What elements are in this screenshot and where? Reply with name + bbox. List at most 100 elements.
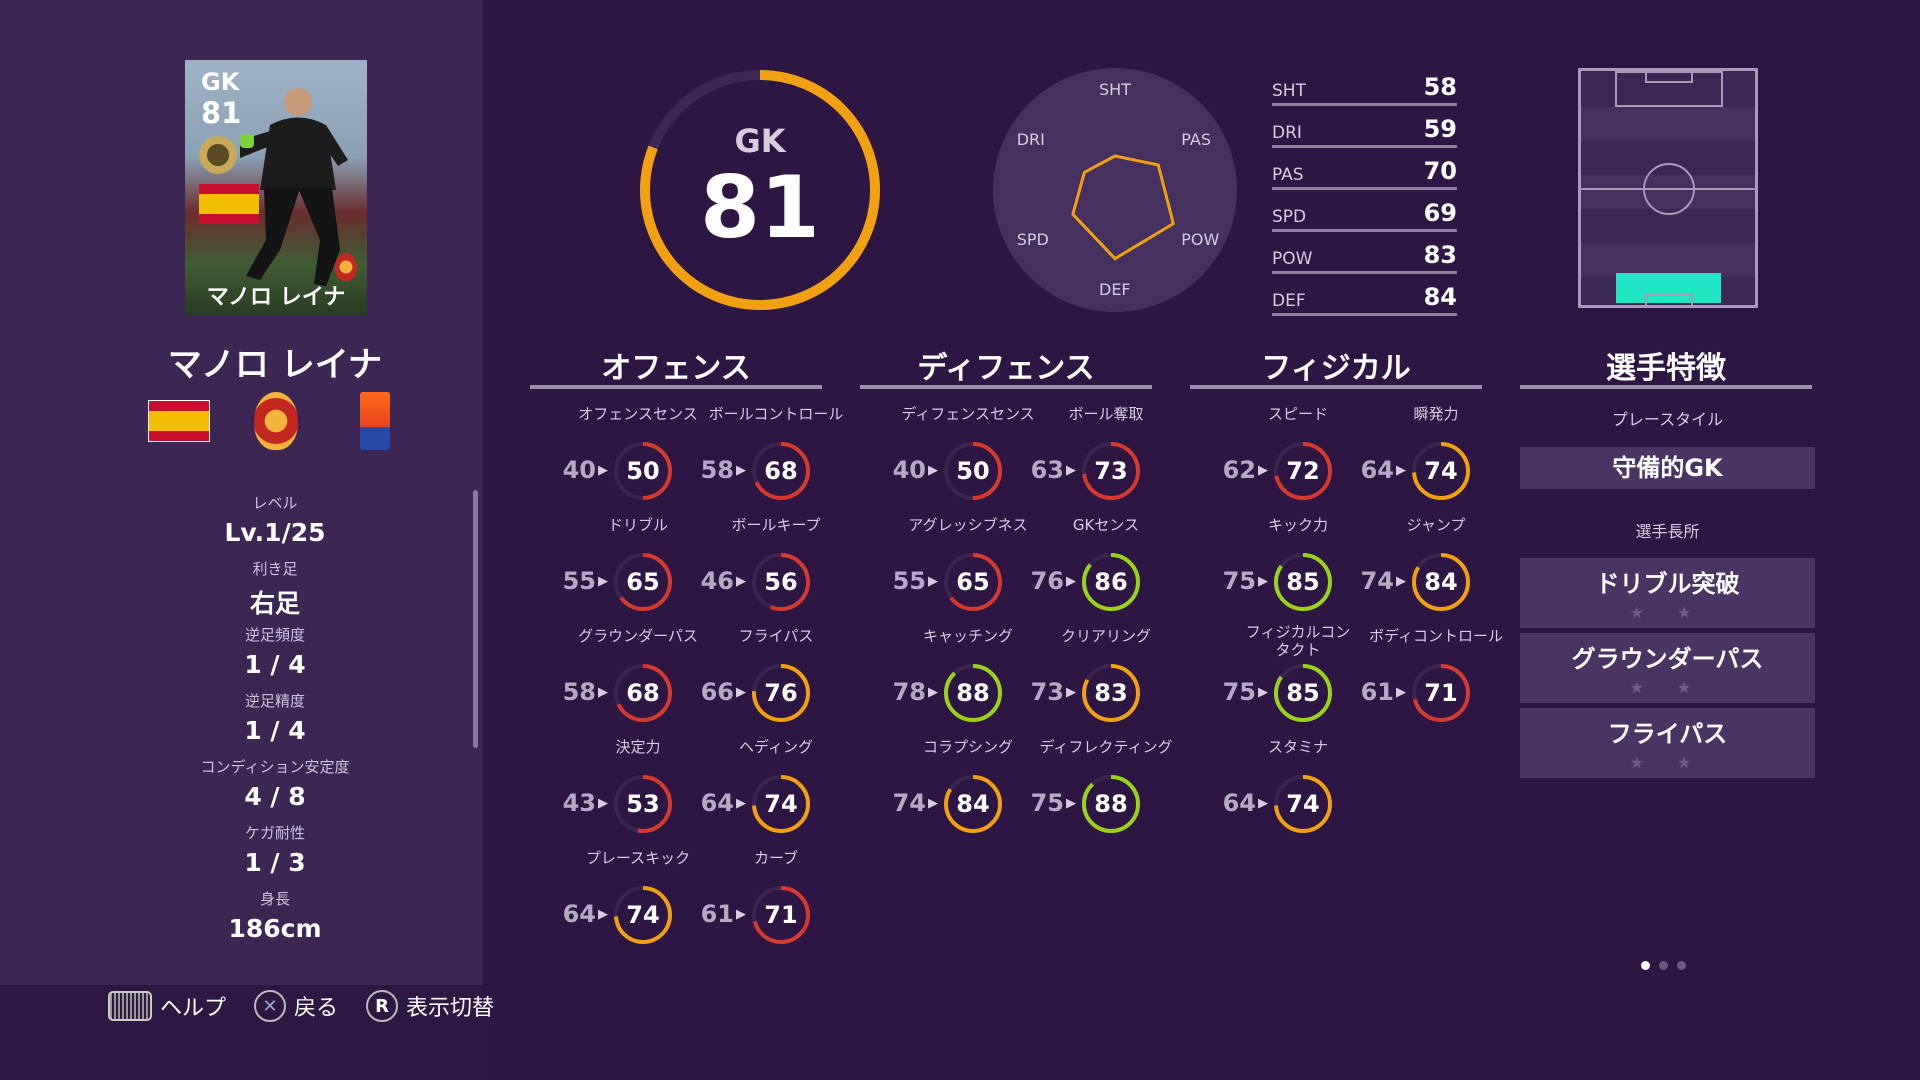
arrow-icon: ▶ (1396, 574, 1406, 589)
card-club-icon (335, 253, 357, 281)
page-indicator[interactable] (1641, 961, 1686, 970)
arrow-icon: ▶ (736, 907, 746, 922)
profile-label: 利き足 (252, 560, 298, 578)
player-skill-item: グラウンダーパス ★ ★ (1520, 633, 1815, 703)
stat-value: 70 (1423, 157, 1457, 185)
league-badge-icon (360, 392, 390, 450)
section-divider (1520, 385, 1812, 389)
stat-gauge (944, 664, 1002, 722)
stat-label: ボールキープ (731, 516, 821, 534)
skill-name: グラウンダーパス (1571, 645, 1764, 673)
overall-value: 81 (700, 158, 820, 258)
profile-label: 身長 (259, 890, 290, 908)
stat-base-value: 76 (1030, 567, 1064, 595)
stat-row: SPD 69 (1272, 192, 1457, 232)
profile-value: 1 / 3 (244, 848, 306, 877)
stat-summary-list: SHT 58 DRI 59 PAS 70 SPD 69 POW 83 DEF 84 (1272, 66, 1457, 318)
radar-label: PAS (1181, 130, 1211, 149)
stat-value: 88 (956, 679, 990, 707)
stat-value: 71 (1424, 679, 1458, 707)
radar-label: POW (1181, 230, 1220, 249)
page-dot[interactable] (1641, 961, 1650, 970)
stat-label: フィジカルコンタクト (1245, 623, 1351, 659)
profile-value: 右足 (249, 589, 300, 618)
stat-gauge (752, 553, 810, 611)
player-photo (240, 88, 348, 286)
stat-base-value: 40 (562, 456, 596, 484)
stat-gauge (1412, 553, 1470, 611)
stat-value: 58 (1423, 73, 1457, 101)
stat-value: 71 (764, 901, 798, 929)
stat-value: 73 (1094, 457, 1128, 485)
stat-gauge (614, 442, 672, 500)
position-pitch-map (1578, 68, 1758, 308)
stat-row: DRI 59 (1272, 108, 1457, 148)
stat-gauge (1274, 442, 1332, 500)
stat-gauge (1274, 664, 1332, 722)
stat-value: 74 (1424, 457, 1458, 485)
toggle-view-label: 表示切替 (406, 996, 495, 1021)
back-button[interactable]: ✕ 戻る (254, 990, 338, 1022)
radar-label: SHT (1099, 80, 1131, 99)
stat-value: 53 (626, 790, 660, 818)
arrow-icon: ▶ (1066, 796, 1076, 811)
arrow-icon: ▶ (928, 796, 938, 811)
section-title-defense: ディフェンス (917, 351, 1095, 386)
skill-name: ドリブル突破 (1595, 570, 1740, 598)
arrow-icon: ▶ (928, 574, 938, 589)
medal-icon (199, 136, 237, 174)
stat-base-value: 58 (562, 678, 596, 706)
stat-gauge (944, 553, 1002, 611)
stat-value: 65 (626, 568, 660, 596)
profile-value: Lv.1/25 (224, 518, 326, 547)
stat-value: 74 (626, 901, 660, 929)
stat-row: POW 83 (1272, 234, 1457, 274)
stat-base-value: 64 (1360, 456, 1394, 484)
stat-value: 74 (764, 790, 798, 818)
stat-label: オフェンスセンス (578, 405, 698, 423)
arrow-icon: ▶ (1066, 574, 1076, 589)
stat-gauge (1082, 553, 1140, 611)
stat-value: 56 (764, 568, 798, 596)
stat-gauge (1274, 775, 1332, 833)
profile-scrollbar[interactable] (473, 490, 478, 748)
help-label: ヘルプ (160, 996, 227, 1021)
profile-value: 1 / 4 (244, 650, 306, 679)
stat-gauge (944, 442, 1002, 500)
stat-base-value: 46 (700, 567, 734, 595)
stat-label: ヘディング (739, 738, 813, 756)
page-dot[interactable] (1659, 961, 1668, 970)
page-dot[interactable] (1677, 961, 1686, 970)
stat-base-value: 73 (1030, 678, 1064, 706)
section-title-offense: オフェンス (601, 351, 751, 386)
stat-label: GKセンス (1072, 516, 1140, 534)
stat-value: 84 (1424, 568, 1458, 596)
stat-base-value: 40 (892, 456, 926, 484)
button-guide: ヘルプ ✕ 戻る R 表示切替 (108, 990, 510, 1022)
arrow-icon: ▶ (598, 796, 608, 811)
arrow-icon: ▶ (736, 574, 746, 589)
profile-value: 186cm (228, 914, 322, 943)
stat-value: 84 (956, 790, 990, 818)
r-button-icon: R (366, 990, 399, 1022)
arrow-icon: ▶ (598, 907, 608, 922)
stat-label: カーブ (753, 849, 799, 867)
player-skill-item: フライパス ★ ★ (1520, 708, 1815, 778)
stat-base-value: 75 (1222, 678, 1256, 706)
player-skill-item: ドリブル突破 ★ ★ (1520, 558, 1815, 628)
back-label: 戻る (294, 996, 339, 1021)
stat-value: 68 (764, 457, 798, 485)
skill-stars: ★ ★ (1629, 603, 1706, 622)
arrow-icon: ▶ (736, 463, 746, 478)
stat-key: SHT (1272, 81, 1306, 101)
stat-key: DEF (1272, 291, 1306, 311)
help-button[interactable]: ヘルプ (108, 990, 226, 1022)
radar-chart (993, 68, 1237, 312)
stat-gauge (614, 886, 672, 944)
stat-value: 50 (626, 457, 660, 485)
toggle-view-button[interactable]: R 表示切替 (366, 990, 494, 1022)
stat-key: SPD (1272, 207, 1307, 227)
stat-base-value: 64 (1222, 789, 1256, 817)
player-name: マノロ レイナ (167, 345, 383, 385)
stat-key: DRI (1272, 123, 1302, 143)
